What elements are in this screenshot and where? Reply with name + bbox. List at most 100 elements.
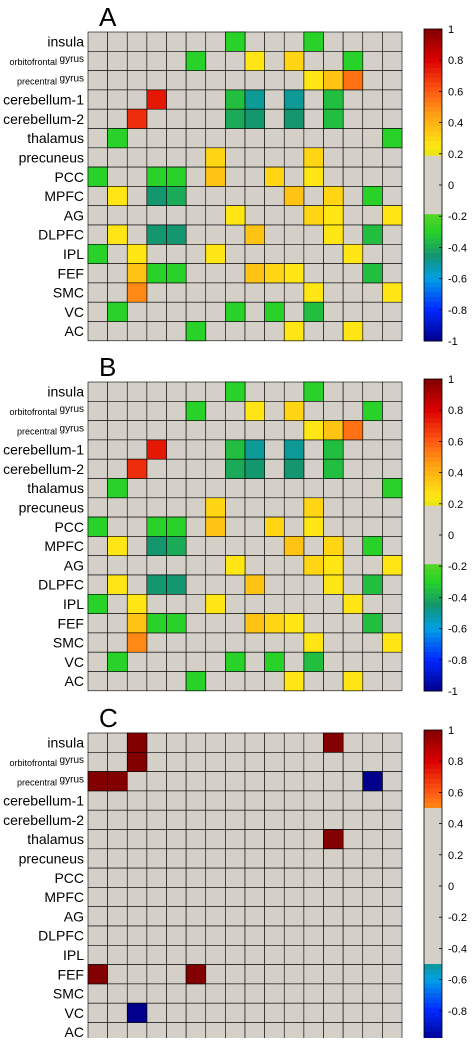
heatmap-grid-cell — [107, 906, 128, 927]
heatmap-grid-cell — [362, 205, 383, 226]
heatmap-grid-cell — [342, 751, 364, 772]
heatmap-cell — [303, 497, 324, 518]
heatmap-grid-cell — [87, 263, 108, 284]
colorbar-segment — [424, 185, 442, 191]
heatmap-grid-cell — [362, 497, 383, 518]
heatmap-grid-cell — [323, 651, 344, 672]
colorbar-segment — [424, 934, 442, 941]
heatmap-grid-cell — [323, 128, 344, 149]
heatmap-grid-cell — [382, 867, 403, 888]
heatmap-grid-cell — [185, 478, 207, 499]
heatmap-grid-cell — [342, 732, 364, 753]
heatmap-grid-cell — [146, 848, 167, 869]
heatmap-grid-cell — [283, 31, 305, 52]
heatmap-grid-cell — [185, 224, 207, 245]
row-label: IPL — [63, 246, 84, 262]
heatmap-grid-cell — [303, 574, 324, 595]
heatmap-grid-cell — [225, 1022, 246, 1043]
heatmap-grid-cell — [87, 381, 108, 402]
heatmap-grid-cell — [244, 497, 265, 518]
heatmap-grid-cell — [382, 964, 403, 985]
heatmap-grid-cell — [362, 983, 383, 1004]
colorbar-segment — [424, 886, 442, 892]
heatmap-grid-cell — [303, 887, 324, 908]
heatmap-cell — [126, 751, 148, 772]
heatmap-grid-cell — [107, 751, 128, 772]
heatmap-grid-cell — [283, 848, 305, 869]
colorbar-tick-label: -0.6 — [448, 624, 467, 636]
heatmap-grid-cell — [382, 848, 403, 869]
heatmap-grid-cell — [225, 244, 246, 264]
heatmap-grid-cell — [185, 381, 207, 402]
heatmap-grid-cell — [205, 555, 226, 576]
heatmap-grid-cell — [264, 925, 285, 946]
heatmap-grid-cell — [225, 147, 246, 168]
heatmap-cell — [166, 224, 187, 245]
heatmap-grid-cell — [303, 944, 324, 965]
colorbar-segment — [424, 944, 442, 950]
colorbar-segment — [424, 43, 442, 49]
colorbar-segment — [424, 866, 442, 872]
heatmap-cell — [382, 205, 403, 226]
colorbar-segment — [424, 647, 442, 653]
heatmap-grid-cell — [323, 671, 344, 692]
colorbar-segment — [424, 263, 442, 269]
heatmap-grid-cell — [107, 613, 128, 634]
colorbar-tick-label: 0 — [448, 881, 454, 893]
heatmap-grid-cell — [382, 166, 403, 187]
colorbar-segment — [424, 150, 442, 157]
heatmap-grid-cell — [146, 50, 167, 71]
heatmap-grid-cell — [205, 809, 226, 830]
heatmap-grid-cell — [303, 263, 324, 284]
heatmap-grid-cell — [166, 790, 187, 811]
heatmap-cell — [323, 536, 344, 557]
heatmap-grid-cell — [303, 790, 324, 811]
colorbar-segment — [424, 734, 442, 741]
heatmap-grid-cell — [382, 439, 403, 460]
heatmap-grid-cell — [107, 555, 128, 576]
heatmap-grid-cell — [323, 516, 344, 537]
heatmap-grid-cell — [342, 944, 364, 965]
heatmap-grid-cell — [146, 458, 167, 479]
colorbar-segment — [424, 53, 442, 59]
heatmap-grid-cell — [244, 867, 265, 888]
heatmap-grid-cell — [185, 70, 207, 91]
colorbar-segment — [424, 978, 442, 984]
heatmap-grid-cell — [225, 983, 246, 1004]
heatmap-grid-cell — [244, 478, 265, 499]
row-label: MPFC — [44, 538, 84, 554]
heatmap-grid-cell — [382, 536, 403, 557]
heatmap-grid-cell — [205, 574, 226, 595]
heatmap-grid-cell — [264, 848, 285, 869]
colorbar-segment — [424, 77, 442, 84]
heatmap-cell — [225, 439, 246, 460]
colorbar-segment — [424, 92, 442, 98]
heatmap-grid-cell — [146, 651, 167, 672]
heatmap-grid-cell — [185, 887, 207, 908]
colorbar-segment — [424, 1003, 442, 1009]
heatmap-grid-cell — [225, 925, 246, 946]
colorbar-segment — [424, 642, 442, 648]
heatmap-cell — [107, 536, 128, 557]
colorbar-segment — [424, 72, 442, 79]
heatmap-grid-cell — [166, 887, 187, 908]
heatmap-grid-cell — [87, 867, 108, 888]
heatmap-grid-cell — [146, 1002, 167, 1023]
heatmap-grid-cell — [264, 555, 285, 576]
heatmap-grid-cell — [166, 50, 187, 71]
row-label: precuneus — [19, 850, 84, 866]
colorbar-tick-label: -0.2 — [448, 211, 467, 223]
heatmap-grid-cell — [107, 108, 128, 129]
heatmap-cell — [323, 205, 344, 226]
heatmap-grid-cell — [382, 829, 403, 850]
heatmap-cell — [166, 574, 187, 595]
heatmap-cell — [166, 166, 187, 187]
heatmap-grid-cell — [323, 809, 344, 830]
heatmap-grid-cell — [185, 555, 207, 576]
heatmap-grid-cell — [362, 790, 383, 811]
colorbar-segment — [424, 817, 442, 824]
heatmap-grid-cell — [342, 613, 364, 634]
colorbar-tick-label: -0.4 — [448, 592, 467, 604]
heatmap-cell — [126, 593, 148, 614]
heatmap-grid-cell — [146, 809, 167, 830]
